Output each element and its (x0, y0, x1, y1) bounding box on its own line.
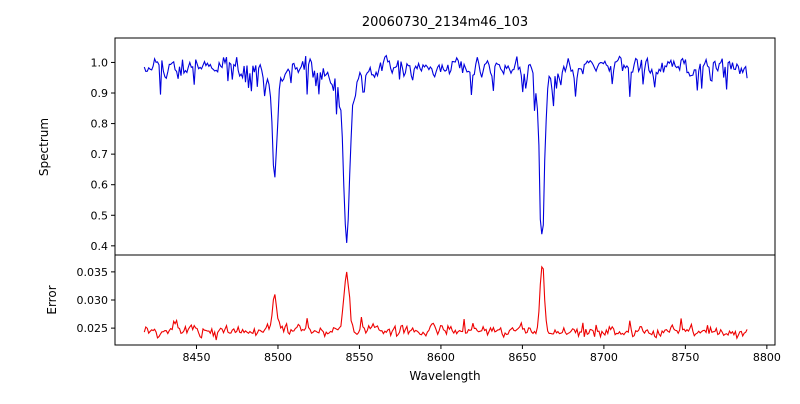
tick-label: 8600 (427, 351, 455, 364)
tick-label: 0.035 (77, 266, 109, 279)
axis-ticks: 8450 8500 8550 8600 8650 8700 8750 8800 1.0 0.9 0.… (77, 56, 781, 364)
tick-label: 8450 (182, 351, 210, 364)
chart-title: 20060730_2134m46_103 (362, 15, 528, 30)
tick-label: 1.0 (91, 56, 109, 69)
tick-label: 8550 (345, 351, 373, 364)
error-line (143, 265, 748, 341)
tick-label: 0.7 (91, 148, 109, 161)
tick-label: 8750 (671, 351, 699, 364)
spectrum-line (143, 54, 748, 243)
tick-label: 8800 (753, 351, 781, 364)
tick-label: 8700 (590, 351, 618, 364)
tick-label: 0.8 (91, 118, 109, 131)
tick-label: 8650 (508, 351, 536, 364)
tick-label: 0.4 (91, 240, 109, 253)
x-axis-label: Wavelength (409, 369, 480, 383)
tick-label: 0.9 (91, 87, 109, 100)
tick-label: 0.5 (91, 209, 109, 222)
tick-label: 0.025 (77, 322, 109, 335)
tick-label: 8500 (264, 351, 292, 364)
error-y-axis-label: Error (45, 285, 59, 314)
tick-label: 0.030 (77, 294, 109, 307)
spectrum-y-axis-label: Spectrum (37, 118, 51, 176)
tick-label: 0.6 (91, 179, 109, 192)
